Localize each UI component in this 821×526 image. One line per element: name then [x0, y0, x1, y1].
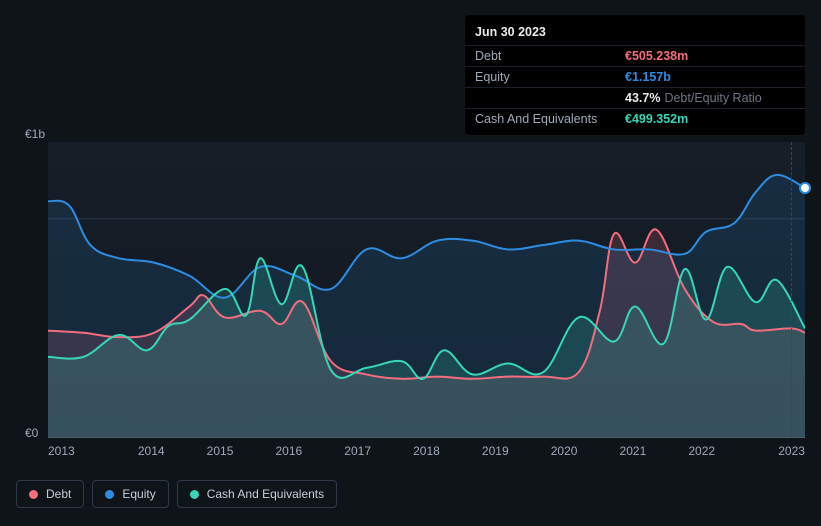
- chart-plot[interactable]: [48, 142, 805, 438]
- legend-dot: [105, 490, 114, 499]
- tooltip-value: €499.352m: [625, 112, 688, 126]
- tooltip-panel: Jun 30 2023 Debt €505.238m Equity €1.157…: [465, 15, 805, 135]
- x-tick-label: 2021: [599, 444, 668, 464]
- legend-item-equity[interactable]: Equity: [92, 480, 168, 508]
- x-tick-label: 2020: [530, 444, 599, 464]
- x-tick-label: 2015: [186, 444, 255, 464]
- x-tick-label: 2016: [254, 444, 323, 464]
- tooltip-row: Cash And Equivalents €499.352m: [465, 108, 805, 129]
- chart-svg: [48, 142, 805, 438]
- tooltip-row: Equity €1.157b: [465, 66, 805, 87]
- x-tick-label: 2017: [323, 444, 392, 464]
- x-tick-label: 2022: [667, 444, 736, 464]
- tooltip-date: Jun 30 2023: [465, 21, 805, 45]
- legend-label: Debt: [46, 487, 71, 501]
- x-axis: 2013 2014 2015 2016 2017 2018 2019 2020 …: [48, 444, 805, 464]
- legend-item-cash[interactable]: Cash And Equivalents: [177, 480, 337, 508]
- tooltip-row: 43.7% Debt/Equity Ratio: [465, 87, 805, 108]
- x-tick-label: 2014: [117, 444, 186, 464]
- tooltip-value: €505.238m: [625, 49, 688, 63]
- y-tick-label: €1b: [25, 127, 45, 141]
- x-tick-label: 2013: [48, 444, 117, 464]
- tooltip-suffix: Debt/Equity Ratio: [664, 91, 761, 105]
- end-marker: [801, 184, 809, 192]
- tooltip-value: €1.157b: [625, 70, 671, 84]
- x-tick-label: 2019: [461, 444, 530, 464]
- tooltip-row: Debt €505.238m: [465, 45, 805, 66]
- y-tick-label: €0: [25, 426, 38, 440]
- legend-dot: [29, 490, 38, 499]
- legend: Debt Equity Cash And Equivalents: [16, 480, 337, 508]
- x-tick-label: 2023: [736, 444, 805, 464]
- tooltip-label: Cash And Equivalents: [475, 112, 625, 126]
- legend-label: Equity: [122, 487, 155, 501]
- tooltip-label: Equity: [475, 70, 625, 84]
- tooltip-label: Debt: [475, 49, 625, 63]
- x-tick-label: 2018: [392, 444, 461, 464]
- tooltip-value: 43.7%: [625, 91, 660, 105]
- legend-label: Cash And Equivalents: [207, 487, 324, 501]
- legend-dot: [190, 490, 199, 499]
- legend-item-debt[interactable]: Debt: [16, 480, 84, 508]
- hover-vline: [791, 142, 792, 437]
- tooltip-label: [475, 91, 625, 105]
